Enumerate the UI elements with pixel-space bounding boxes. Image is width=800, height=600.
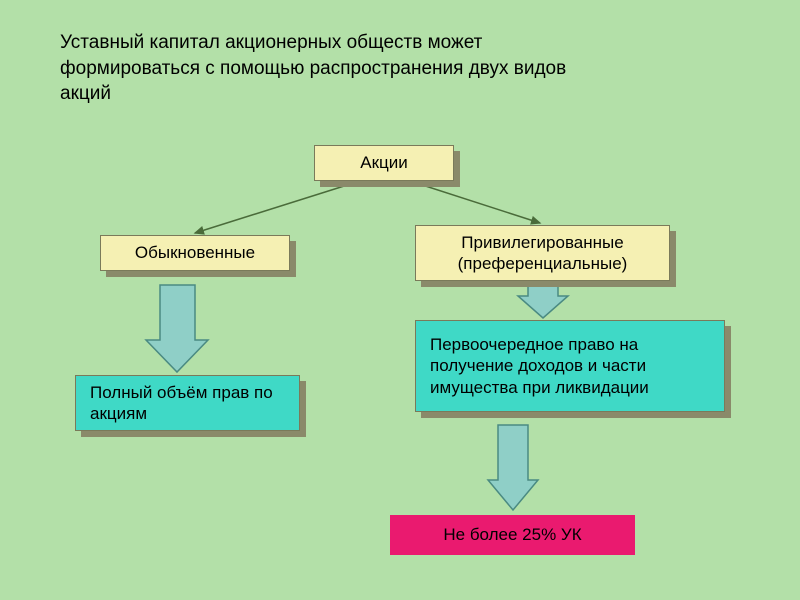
page-title: Уставный капитал акционерных обществ мож… [60, 30, 620, 107]
full-rights-box: Полный объём прав по акциям [75, 375, 300, 431]
priority-right-box: Первоочередное право на получение доходо… [415, 320, 725, 412]
preferred-label: Привилегированные (преференциальные) [424, 232, 661, 275]
limit-box: Не более 25% УК [390, 515, 635, 555]
priority-right-label: Первоочередное право на получение доходо… [430, 334, 710, 398]
preferred-box: Привилегированные (преференциальные) [415, 225, 670, 281]
limit-label: Не более 25% УК [443, 524, 581, 545]
stocks-box: Акции [314, 145, 454, 181]
full-rights-label: Полный объём прав по акциям [90, 382, 291, 425]
ordinary-label: Обыкновенные [135, 242, 255, 263]
ordinary-box: Обыкновенные [100, 235, 290, 271]
stocks-label: Акции [360, 152, 408, 173]
